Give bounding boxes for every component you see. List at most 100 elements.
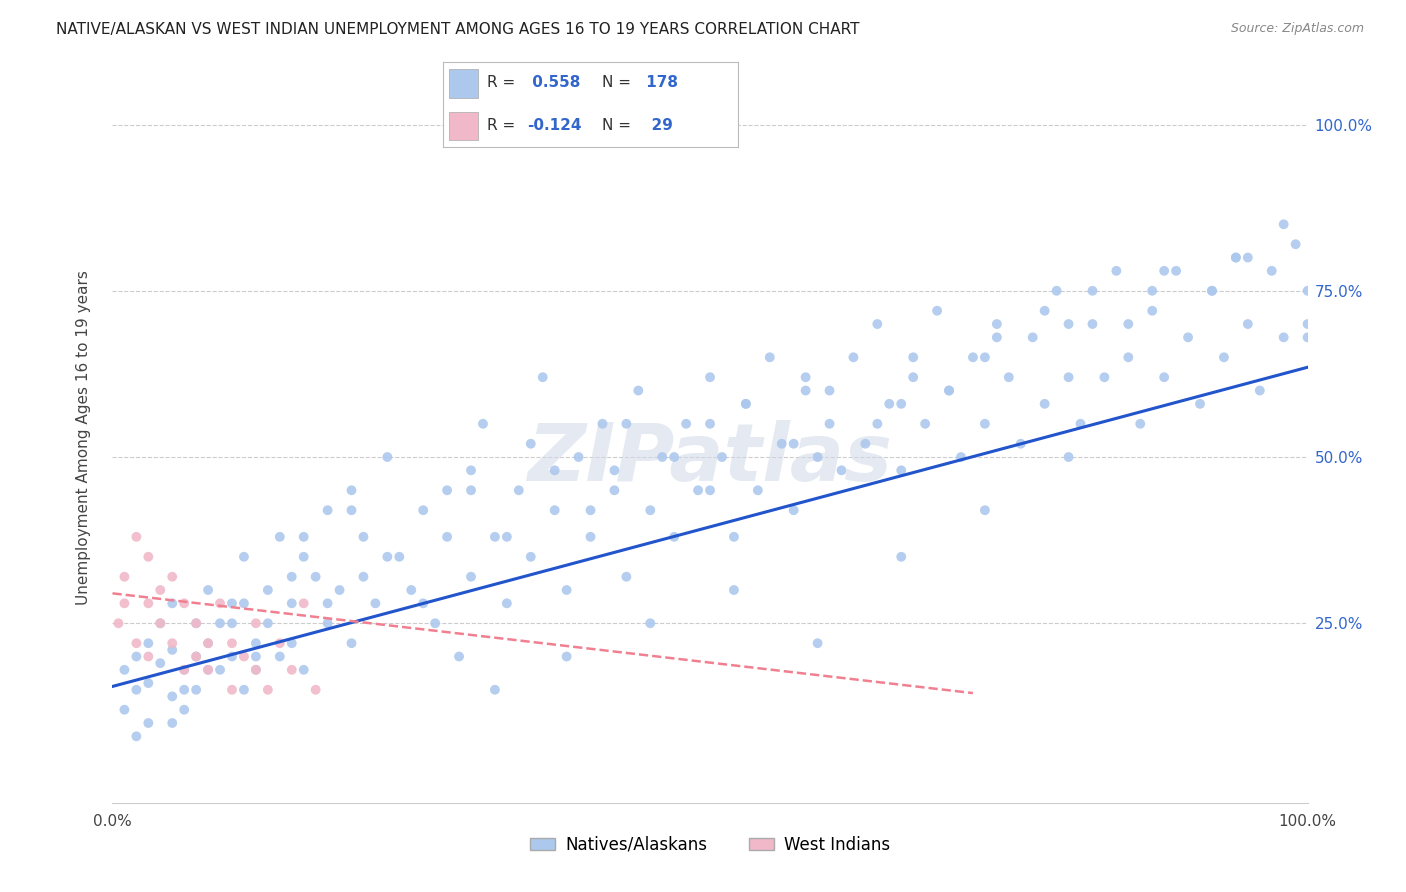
Point (1129, 417, 1152, 431)
Point (316, 596, 339, 610)
Point (352, 530, 374, 544)
Point (759, 351, 782, 365)
Point (197, 636, 219, 650)
Point (1201, 284, 1223, 298)
Point (186, 649, 208, 664)
Point (1272, 217, 1295, 231)
Point (138, 716, 160, 731)
Point (1272, 330, 1295, 344)
Point (221, 596, 243, 610)
Point (221, 682, 243, 697)
Point (292, 663, 315, 677)
Point (138, 549, 160, 564)
Point (269, 636, 291, 650)
Point (162, 570, 183, 584)
Point (186, 616, 208, 631)
Point (173, 663, 195, 677)
Point (1033, 397, 1056, 411)
Point (281, 596, 304, 610)
Point (782, 436, 804, 450)
Point (1046, 284, 1069, 298)
Point (197, 582, 219, 597)
Point (1237, 251, 1260, 265)
Point (125, 636, 148, 650)
Point (974, 417, 997, 431)
Point (1225, 251, 1247, 265)
Point (138, 649, 160, 664)
Point (568, 450, 591, 464)
Point (173, 663, 195, 677)
Point (616, 570, 638, 584)
Point (699, 417, 721, 431)
Text: N =: N = (602, 75, 636, 90)
Point (257, 682, 280, 697)
Point (233, 682, 256, 697)
Point (292, 549, 315, 564)
Point (245, 616, 267, 631)
Point (209, 596, 232, 610)
Point (245, 663, 267, 677)
Point (807, 450, 830, 464)
Point (986, 330, 1008, 344)
Text: Source: ZipAtlas.com: Source: ZipAtlas.com (1230, 22, 1364, 36)
Text: ZIPatlas: ZIPatlas (527, 420, 893, 498)
Point (1118, 317, 1140, 331)
Point (1057, 370, 1080, 384)
Point (114, 703, 135, 717)
Point (986, 317, 1008, 331)
Point (209, 663, 232, 677)
Point (1189, 397, 1212, 411)
Point (998, 370, 1021, 384)
Point (1010, 436, 1032, 450)
Point (1070, 417, 1092, 431)
Point (1285, 237, 1308, 252)
Point (531, 370, 554, 384)
Point (221, 616, 243, 631)
Point (1057, 317, 1080, 331)
Point (603, 463, 626, 477)
Point (1296, 284, 1319, 298)
Point (974, 351, 997, 365)
Point (747, 483, 769, 498)
Point (352, 570, 374, 584)
Point (377, 450, 399, 464)
Point (890, 397, 912, 411)
Point (866, 317, 889, 331)
Point (520, 436, 543, 450)
Point (640, 616, 662, 631)
Point (831, 463, 853, 477)
Point (1033, 303, 1056, 318)
Point (114, 570, 135, 584)
Point (149, 656, 172, 670)
Point (627, 384, 650, 398)
Point (197, 663, 219, 677)
Point (1296, 330, 1319, 344)
Point (340, 503, 363, 517)
Point (496, 530, 519, 544)
Point (173, 703, 195, 717)
Point (125, 682, 148, 697)
Point (579, 503, 602, 517)
Point (245, 663, 267, 677)
Point (436, 530, 458, 544)
Point (292, 596, 315, 610)
Point (1081, 284, 1104, 298)
Point (1237, 317, 1260, 331)
Point (484, 530, 506, 544)
Point (723, 582, 745, 597)
Point (794, 384, 817, 398)
Point (316, 616, 339, 631)
Point (233, 649, 256, 664)
Point (938, 384, 960, 398)
Point (138, 596, 160, 610)
Point (114, 596, 135, 610)
Point (125, 649, 148, 664)
Point (1225, 251, 1247, 265)
Point (818, 417, 841, 431)
Point (1153, 264, 1175, 278)
Point (233, 549, 256, 564)
Point (401, 582, 423, 597)
Point (388, 549, 411, 564)
Point (281, 636, 304, 650)
Point (1094, 370, 1116, 384)
